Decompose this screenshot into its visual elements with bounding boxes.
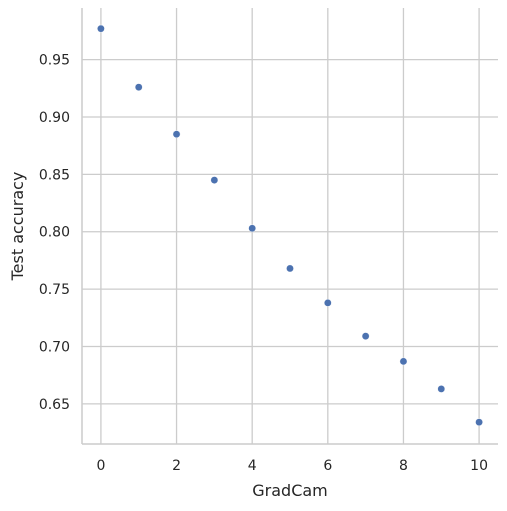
data-point (248, 224, 256, 233)
data-point (437, 385, 446, 393)
data-point (286, 264, 294, 273)
grid-layer (82, 8, 498, 444)
y-tick-label: 0.80 (39, 225, 70, 241)
x-tick-label: 2 (172, 458, 181, 474)
axes-layer (81, 8, 498, 445)
y-tick-label: 0.90 (39, 110, 70, 126)
data-point (361, 332, 370, 340)
y-tick-label: 0.75 (39, 282, 70, 298)
y-axis-title: Test accuracy (8, 172, 27, 282)
x-tick-label: 8 (399, 458, 408, 474)
x-tick-label: 4 (248, 458, 257, 474)
data-point (210, 176, 219, 184)
y-tick-label: 0.65 (39, 397, 70, 413)
data-point (475, 418, 483, 427)
y-tick-label: 0.95 (39, 53, 70, 69)
labels-layer: GradCam Test accuracy 0 2 4 6 8 10 0.65 0.70 0.7… (8, 53, 488, 500)
data-point (97, 24, 105, 33)
y-tick-label: 0.85 (39, 167, 70, 183)
data-point (172, 130, 181, 139)
x-tick-label: 6 (323, 458, 332, 474)
x-tick-label: 10 (470, 458, 488, 474)
data-point (399, 357, 408, 366)
x-axis-title: GradCam (252, 481, 328, 500)
y-tick-label: 0.70 (39, 339, 70, 355)
data-point (134, 83, 143, 91)
data-point (324, 299, 332, 307)
points-layer (97, 24, 483, 427)
x-tick-label: 0 (96, 458, 105, 474)
